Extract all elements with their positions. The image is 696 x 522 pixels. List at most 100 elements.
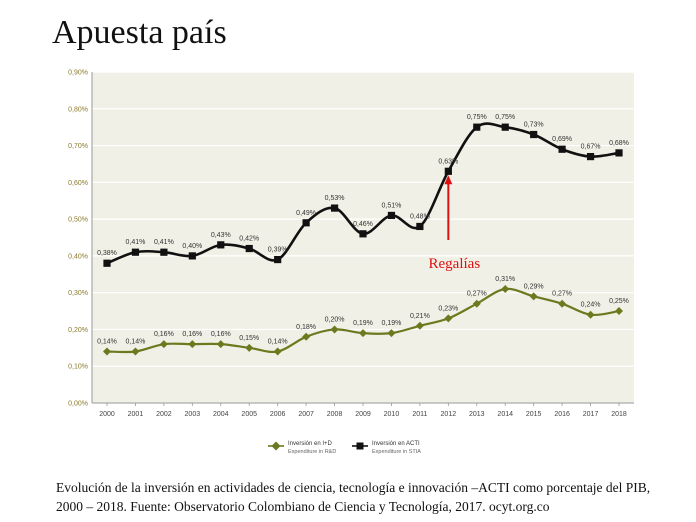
x-tick-label: 2010 <box>384 411 400 418</box>
x-tick-label: 2014 <box>497 411 513 418</box>
data-label: 0,53% <box>325 195 345 202</box>
y-tick-label: 0,80% <box>68 106 88 113</box>
slide-title: Apuesta país <box>52 14 227 51</box>
x-tick-label: 2009 <box>355 411 371 418</box>
data-point <box>558 299 567 308</box>
y-tick-label: 0,60% <box>68 180 88 187</box>
annotation: Regalías <box>429 175 480 272</box>
data-label: 0,51% <box>382 202 402 209</box>
x-tick-label: 2000 <box>99 411 115 418</box>
y-tick-label: 0,50% <box>68 217 88 224</box>
data-point <box>472 299 481 308</box>
data-labels: 0,14% 0,14% 0,16% 0,16% 0,16% 0,15% 0,14% 0,18%… <box>97 114 629 345</box>
annotation-arrowhead <box>444 175 453 185</box>
figure-caption: Evolución de la inversión en actividades… <box>56 480 651 514</box>
y-tick-label: 0,40% <box>68 253 88 260</box>
data-point <box>615 149 623 157</box>
data-label: 0,15% <box>239 335 259 342</box>
data-point <box>558 145 566 153</box>
data-point <box>217 241 225 249</box>
x-tick-label: 2018 <box>611 411 627 418</box>
axes: 0,00% 0,10% 0,20% 0,30% 0,40% 0,50% 0,60% 0,70%… <box>68 70 634 418</box>
data-point <box>330 325 339 334</box>
x-tick-label: 2008 <box>327 411 343 418</box>
data-label: 0,14% <box>126 339 146 346</box>
data-label: 0,25% <box>609 298 629 305</box>
data-point <box>131 248 140 256</box>
data-label: 0,41% <box>126 239 146 246</box>
data-point <box>501 284 510 293</box>
data-label: 0,41% <box>154 239 174 246</box>
data-point <box>188 340 197 349</box>
data-label: 0,16% <box>211 331 231 338</box>
plot-area <box>92 72 634 403</box>
data-point <box>302 332 311 341</box>
data-point <box>529 292 538 301</box>
data-label: 0,31% <box>495 276 515 283</box>
legend-marker <box>271 441 281 451</box>
data-point <box>615 307 623 316</box>
data-label: 0,27% <box>467 291 487 298</box>
data-label: 0,16% <box>154 331 174 338</box>
data-point <box>245 244 253 253</box>
x-tick-label: 2001 <box>128 411 144 418</box>
data-label: 0,18% <box>296 324 316 331</box>
legend-label: Inversión en ACTI <box>372 441 420 447</box>
x-tick-label: 2016 <box>554 411 570 418</box>
data-point <box>473 123 481 131</box>
data-label: 0,75% <box>467 114 487 121</box>
data-label: 0,14% <box>268 339 288 346</box>
data-point <box>188 252 196 260</box>
data-point <box>359 230 367 238</box>
data-label: 0,42% <box>239 236 259 243</box>
data-point <box>415 321 424 330</box>
data-label: 0,69% <box>552 136 572 143</box>
x-tick-label: 2006 <box>270 411 286 418</box>
y-tick-label: 0,70% <box>68 143 88 150</box>
data-label: 0,23% <box>438 305 458 312</box>
y-tick-label: 0,20% <box>68 327 88 334</box>
data-point <box>160 248 168 256</box>
data-point <box>416 222 424 231</box>
data-point <box>586 310 595 319</box>
data-label: 0,63% <box>438 158 458 165</box>
data-point <box>273 347 282 356</box>
data-label: 0,67% <box>581 144 601 151</box>
legend-label: Inversión en I+D <box>288 441 333 447</box>
data-point <box>586 152 595 161</box>
data-point <box>444 167 452 175</box>
legend-sublabel: Expenditure in STIA <box>372 449 421 455</box>
data-label: 0,46% <box>353 221 373 228</box>
x-tick-label: 2011 <box>412 411 427 418</box>
data-label: 0,38% <box>97 250 117 257</box>
data-point <box>274 255 282 264</box>
x-tick-label: 2013 <box>469 411 485 418</box>
data-point <box>245 343 254 352</box>
data-label: 0,75% <box>495 114 515 121</box>
data-label: 0,19% <box>353 320 373 327</box>
legend: Inversión en I+D Expenditure in R&D Invers… <box>268 441 421 455</box>
x-tick-label: 2005 <box>241 411 257 418</box>
data-label: 0,49% <box>296 210 316 217</box>
data-label: 0,27% <box>552 291 572 298</box>
data-label: 0,21% <box>410 313 430 320</box>
x-tick-label: 2007 <box>298 411 314 418</box>
data-point <box>330 204 339 212</box>
data-point <box>501 123 509 131</box>
legend-marker <box>356 442 364 450</box>
y-tick-label: 0,10% <box>68 364 88 371</box>
x-tick-label: 2012 <box>441 411 457 418</box>
data-label: 0,24% <box>581 302 601 309</box>
data-point <box>444 314 453 323</box>
data-label: 0,68% <box>609 140 629 147</box>
data-label: 0,39% <box>268 247 288 254</box>
data-point <box>530 130 538 139</box>
data-point <box>387 329 396 338</box>
data-point <box>216 340 225 349</box>
data-label: 0,48% <box>410 213 430 220</box>
data-point <box>359 329 367 338</box>
data-point <box>103 347 111 356</box>
data-label: 0,14% <box>97 339 117 346</box>
data-label: 0,19% <box>382 320 402 327</box>
x-tick-label: 2004 <box>213 411 229 418</box>
